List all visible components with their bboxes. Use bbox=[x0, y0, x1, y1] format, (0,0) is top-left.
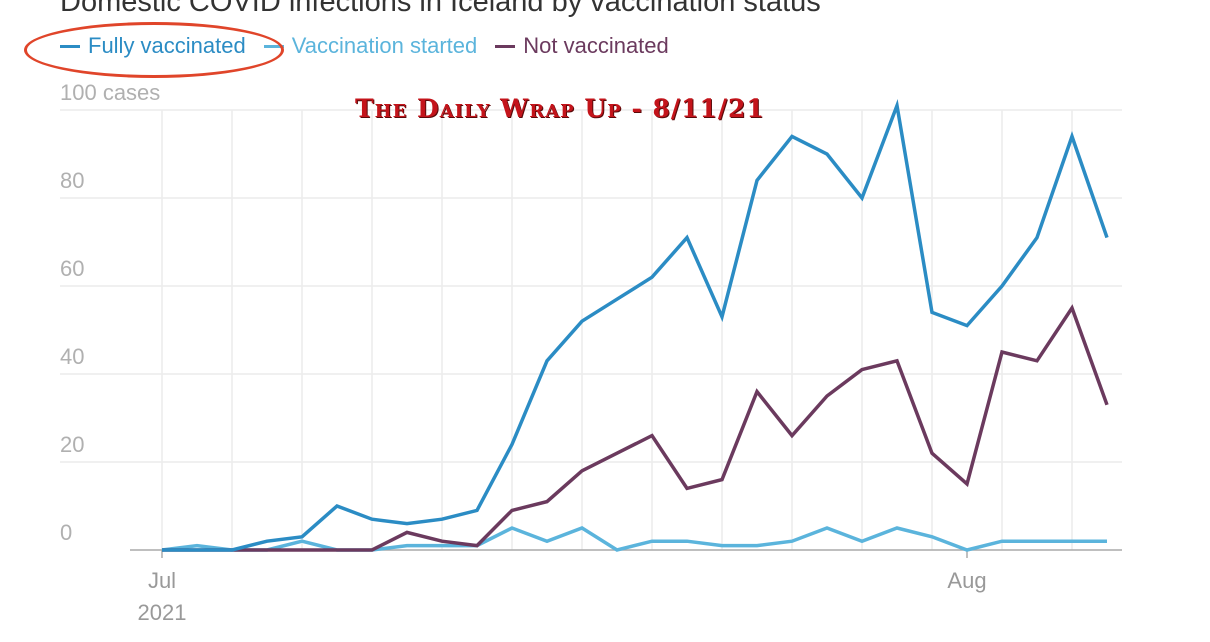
x-tick-sublabel: 2021 bbox=[138, 600, 187, 625]
legend-item-not-vaccinated[interactable]: Not vaccinated bbox=[495, 33, 669, 59]
highlight-oval bbox=[24, 22, 284, 78]
y-tick-label: 0 bbox=[60, 520, 72, 545]
y-tick-label: 80 bbox=[60, 168, 84, 193]
legend-label: Not vaccinated bbox=[523, 33, 669, 58]
y-tick-label: 60 bbox=[60, 256, 84, 281]
series-line-fully-vaccinated bbox=[162, 98, 1109, 552]
chart-title: Domestic COVID infections in Iceland by … bbox=[60, 0, 821, 18]
y-tick-label: 40 bbox=[60, 344, 84, 369]
y-tick-label: 20 bbox=[60, 432, 84, 457]
x-tick-label: Jul bbox=[148, 568, 176, 593]
legend-swatch bbox=[495, 44, 516, 48]
watermark: The Daily Wrap Up - 8/11/21 bbox=[355, 94, 765, 123]
x-tick-label: Aug bbox=[947, 568, 986, 593]
series-line-vaccination-started bbox=[161, 526, 1107, 552]
legend-label: Vaccination started bbox=[291, 33, 478, 58]
y-tick-label: 100 cases bbox=[60, 80, 160, 105]
series-line-not-vaccinated bbox=[162, 304, 1109, 552]
